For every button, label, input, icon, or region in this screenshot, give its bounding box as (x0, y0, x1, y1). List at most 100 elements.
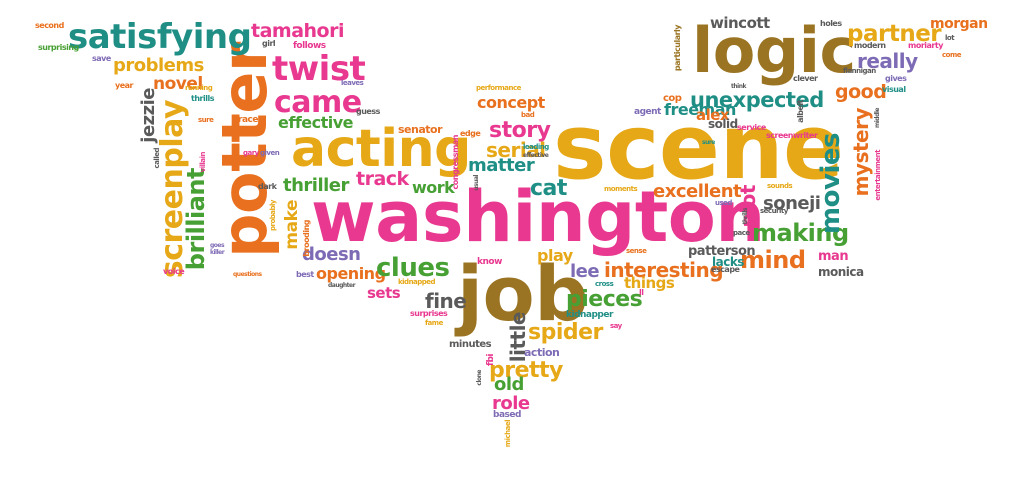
word-morgan: morgan (930, 16, 988, 32)
word-jezzie: jezzie (138, 88, 159, 143)
word-surprises: surprises (410, 309, 448, 318)
word-follows: follows (293, 41, 326, 51)
word-opening: opening (316, 264, 386, 283)
word-entertainment: entertainment (874, 150, 882, 201)
word-surprising: surprising (38, 43, 79, 52)
word-action: action (524, 346, 560, 359)
word-twist: twist (272, 49, 366, 89)
word-acting: acting (291, 119, 471, 179)
word-man: man (818, 249, 849, 264)
word-usual: usual (473, 175, 480, 191)
word-alex: alex (696, 106, 730, 124)
word-matter: matter (468, 155, 535, 176)
word-lot: lot (945, 34, 955, 42)
word-modern: modern (854, 41, 886, 50)
word-spider: spider (528, 320, 603, 345)
word-performance: performance (476, 84, 521, 92)
word-called: called (153, 148, 161, 169)
word-fame: fame (425, 319, 443, 327)
word-guess: guess (356, 107, 380, 116)
word-logic: logic (692, 14, 856, 87)
word-say: say (610, 322, 622, 330)
word-particularly: particularly (673, 25, 682, 72)
word-kidnapper: kidnapper (566, 310, 613, 320)
word-role: role (492, 393, 530, 414)
word-girl: girl (262, 39, 276, 48)
word-clever: clever (793, 74, 818, 83)
word-doesn: doesn (302, 244, 361, 265)
word-sense: sense (626, 247, 647, 255)
word-thrills: thrills (191, 94, 214, 103)
word-michael: michael (504, 420, 512, 448)
word-clone: clone (476, 370, 483, 386)
word-sure2: sure (702, 139, 715, 146)
word-based: based (493, 410, 521, 420)
word-running: running (185, 84, 213, 92)
word-wincott: wincott (710, 14, 770, 32)
word-villain: villain (199, 152, 207, 173)
word-concept: concept (477, 93, 545, 112)
word-effective: effective (278, 113, 354, 132)
word-best: best (296, 270, 314, 279)
word-work: work (412, 178, 455, 197)
word-freeman: freeman (664, 100, 736, 119)
word-story: story (489, 118, 551, 143)
word-senator: senator (398, 123, 443, 136)
word-escape: escape (711, 265, 740, 274)
word-killer: killer (210, 249, 225, 256)
word-unexpected: unexpected (690, 88, 824, 112)
word-mind: mind (740, 246, 806, 274)
word-race: race (238, 115, 258, 125)
word-excellent: excellent (653, 181, 742, 202)
word-problems: problems (113, 55, 204, 76)
word-bad: bad (521, 111, 535, 119)
word-used: used (715, 199, 732, 207)
word-pieces: pieces (566, 287, 643, 312)
word-middle: middle (874, 108, 881, 129)
word-edge: edge (460, 129, 481, 138)
word-think: think (731, 83, 746, 90)
word-leading: leading (523, 143, 549, 151)
word-moriarty: moriarty (908, 41, 943, 50)
word-interesting: interesting (604, 258, 724, 282)
word-sets: sets (367, 284, 401, 302)
word-visual: visual (882, 85, 906, 94)
word-holes: holes (820, 19, 842, 28)
word-brilliant: brilliant (182, 168, 210, 271)
word-really: really (857, 49, 918, 73)
word-making: making (752, 219, 849, 247)
word-goes: goes (210, 242, 225, 249)
word-kidnapped: kidnapped (398, 278, 436, 286)
word-fbi: fbi (486, 354, 496, 366)
word-cross: cross (595, 280, 614, 288)
word-service: service (737, 123, 766, 132)
word-satisfying: satisfying (68, 17, 252, 57)
word-track: track (356, 168, 409, 190)
word-moments: moments (604, 185, 638, 193)
word-tamahori: tamahori (251, 20, 345, 42)
word-old: old (494, 374, 524, 395)
word-agent: agent (634, 107, 661, 117)
word-leaves: leaves (341, 79, 364, 87)
word-ll: ll (639, 288, 644, 297)
word-fine: fine (425, 289, 467, 313)
word-come: come (942, 51, 962, 59)
word-play: play (537, 246, 573, 265)
word-pretty: pretty (489, 358, 563, 383)
word-minutes: minutes (449, 339, 492, 350)
word-thriller: thriller (283, 175, 349, 196)
word-brooding: brooding (302, 220, 311, 257)
word-mystery: mystery (849, 108, 873, 197)
word-know: know (477, 257, 502, 267)
word-pace: pace (733, 229, 750, 237)
word-given: given (260, 149, 280, 157)
word-soneji: soneji (763, 193, 821, 214)
word-cat: cat (530, 176, 567, 201)
word-good: good (835, 81, 887, 103)
word-flannigan: flannigan (843, 67, 876, 75)
word-clues: clues (376, 253, 450, 283)
word-solid: solid (708, 117, 738, 131)
word-washington: washington (311, 176, 765, 258)
word-dark: dark (258, 182, 277, 191)
